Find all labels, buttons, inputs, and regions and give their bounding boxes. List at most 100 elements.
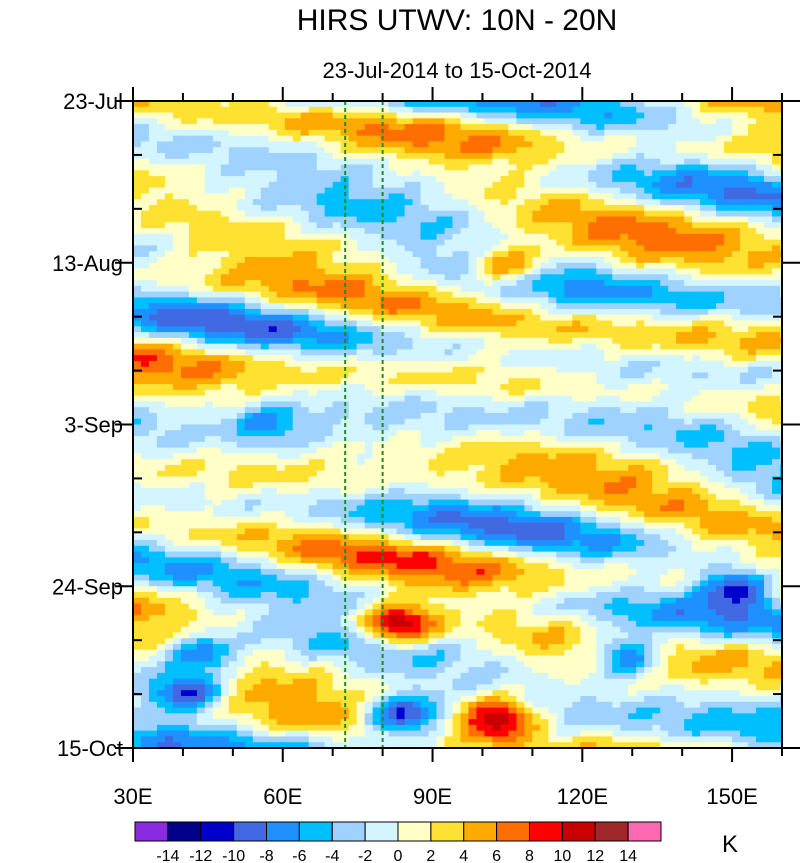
heatmap-cell bbox=[316, 401, 326, 408]
heatmap-cell bbox=[172, 534, 182, 541]
heatmap-cell bbox=[276, 320, 286, 327]
heatmap-cell bbox=[436, 158, 446, 166]
heatmap-cell bbox=[468, 568, 478, 576]
heatmap-cell bbox=[212, 314, 222, 322]
heatmap-cell bbox=[404, 719, 414, 726]
heatmap-cell bbox=[348, 124, 358, 131]
heatmap-cell bbox=[380, 187, 390, 195]
heatmap-cell bbox=[260, 719, 270, 726]
heatmap-cell bbox=[244, 661, 254, 668]
heatmap-cell bbox=[348, 615, 358, 622]
heatmap-cell bbox=[220, 476, 230, 483]
heatmap-cell bbox=[300, 655, 310, 662]
heatmap-cell bbox=[140, 332, 150, 339]
heatmap-cell bbox=[148, 701, 158, 709]
heatmap-cell bbox=[220, 112, 230, 119]
heatmap-cell bbox=[300, 459, 310, 466]
heatmap-cell bbox=[172, 152, 182, 160]
heatmap-cell bbox=[356, 395, 366, 402]
heatmap-cell bbox=[268, 603, 278, 610]
heatmap-cell bbox=[300, 441, 310, 449]
heatmap-cell bbox=[292, 597, 302, 605]
heatmap-cell bbox=[148, 644, 158, 651]
heatmap-cell bbox=[444, 239, 454, 247]
heatmap-cell bbox=[404, 158, 414, 166]
heatmap-cell bbox=[260, 742, 270, 748]
heatmap-cell bbox=[300, 239, 310, 247]
heatmap-cell bbox=[476, 707, 486, 714]
heatmap-cell bbox=[164, 441, 174, 449]
heatmap-cell bbox=[276, 314, 286, 322]
heatmap-cell bbox=[380, 245, 390, 252]
heatmap-cell bbox=[212, 187, 222, 195]
heatmap-cell bbox=[212, 557, 222, 564]
heatmap-cell bbox=[260, 152, 270, 160]
heatmap-cell bbox=[388, 360, 398, 368]
heatmap-cell bbox=[324, 314, 334, 322]
heatmap-cell bbox=[364, 551, 374, 558]
heatmap-cell bbox=[300, 661, 310, 668]
heatmap-cell bbox=[252, 563, 262, 570]
heatmap-cell bbox=[220, 384, 230, 391]
heatmap-cell bbox=[196, 476, 206, 483]
heatmap-cell bbox=[140, 603, 150, 610]
heatmap-cell bbox=[372, 135, 382, 143]
heatmap-cell bbox=[356, 176, 366, 183]
heatmap-cell bbox=[484, 176, 494, 183]
heatmap-cell bbox=[300, 464, 310, 472]
heatmap-cell bbox=[356, 222, 366, 229]
heatmap-cell bbox=[380, 360, 390, 368]
heatmap-cell bbox=[332, 557, 342, 564]
heatmap-cell bbox=[172, 187, 182, 195]
heatmap-cell bbox=[284, 181, 294, 189]
heatmap-cell bbox=[468, 204, 478, 212]
heatmap-cell bbox=[388, 251, 398, 258]
heatmap-cell bbox=[292, 701, 302, 709]
heatmap-cell bbox=[324, 516, 334, 524]
heatmap-cell bbox=[164, 724, 174, 732]
heatmap-cell bbox=[300, 453, 310, 460]
heatmap-cell bbox=[460, 563, 470, 570]
heatmap-cell bbox=[268, 389, 278, 397]
heatmap-cell bbox=[276, 372, 286, 379]
heatmap-cell bbox=[228, 557, 238, 564]
heatmap-cell bbox=[212, 707, 222, 714]
heatmap-cell bbox=[324, 360, 334, 368]
heatmap-cell bbox=[212, 407, 222, 414]
heatmap-cell bbox=[292, 742, 302, 748]
heatmap-cell bbox=[236, 620, 246, 628]
heatmap-cell bbox=[372, 193, 382, 200]
heatmap-cell bbox=[276, 493, 286, 501]
heatmap-cell bbox=[292, 638, 302, 645]
heatmap-cell bbox=[172, 511, 182, 518]
heatmap-cell bbox=[148, 418, 158, 426]
heatmap-cell bbox=[180, 332, 190, 339]
heatmap-cell bbox=[164, 493, 174, 501]
heatmap-cell bbox=[204, 557, 214, 564]
heatmap-cell bbox=[308, 251, 318, 258]
heatmap-cell bbox=[292, 684, 302, 691]
heatmap-cell bbox=[188, 164, 198, 171]
heatmap-cell bbox=[156, 314, 166, 322]
heatmap-cell bbox=[308, 638, 318, 645]
heatmap-cell bbox=[428, 268, 438, 275]
heatmap-cell bbox=[436, 563, 446, 570]
heatmap-cell bbox=[452, 106, 462, 114]
heatmap-cell bbox=[308, 707, 318, 714]
heatmap-cell bbox=[420, 516, 430, 524]
heatmap-cell bbox=[476, 719, 486, 726]
heatmap-cell bbox=[172, 176, 182, 183]
heatmap-cell bbox=[212, 228, 222, 235]
heatmap-cell bbox=[364, 430, 374, 437]
heatmap-cell bbox=[460, 216, 470, 223]
heatmap-cell bbox=[164, 303, 174, 310]
heatmap-cell bbox=[340, 551, 350, 558]
heatmap-cell bbox=[133, 251, 142, 258]
heatmap-cell bbox=[420, 216, 430, 223]
heatmap-cell bbox=[452, 713, 462, 720]
heatmap-cell bbox=[436, 742, 446, 748]
heatmap-cell bbox=[204, 101, 214, 108]
heatmap-cell bbox=[236, 239, 246, 247]
heatmap-cell bbox=[460, 210, 470, 218]
heatmap-cell bbox=[308, 245, 318, 252]
